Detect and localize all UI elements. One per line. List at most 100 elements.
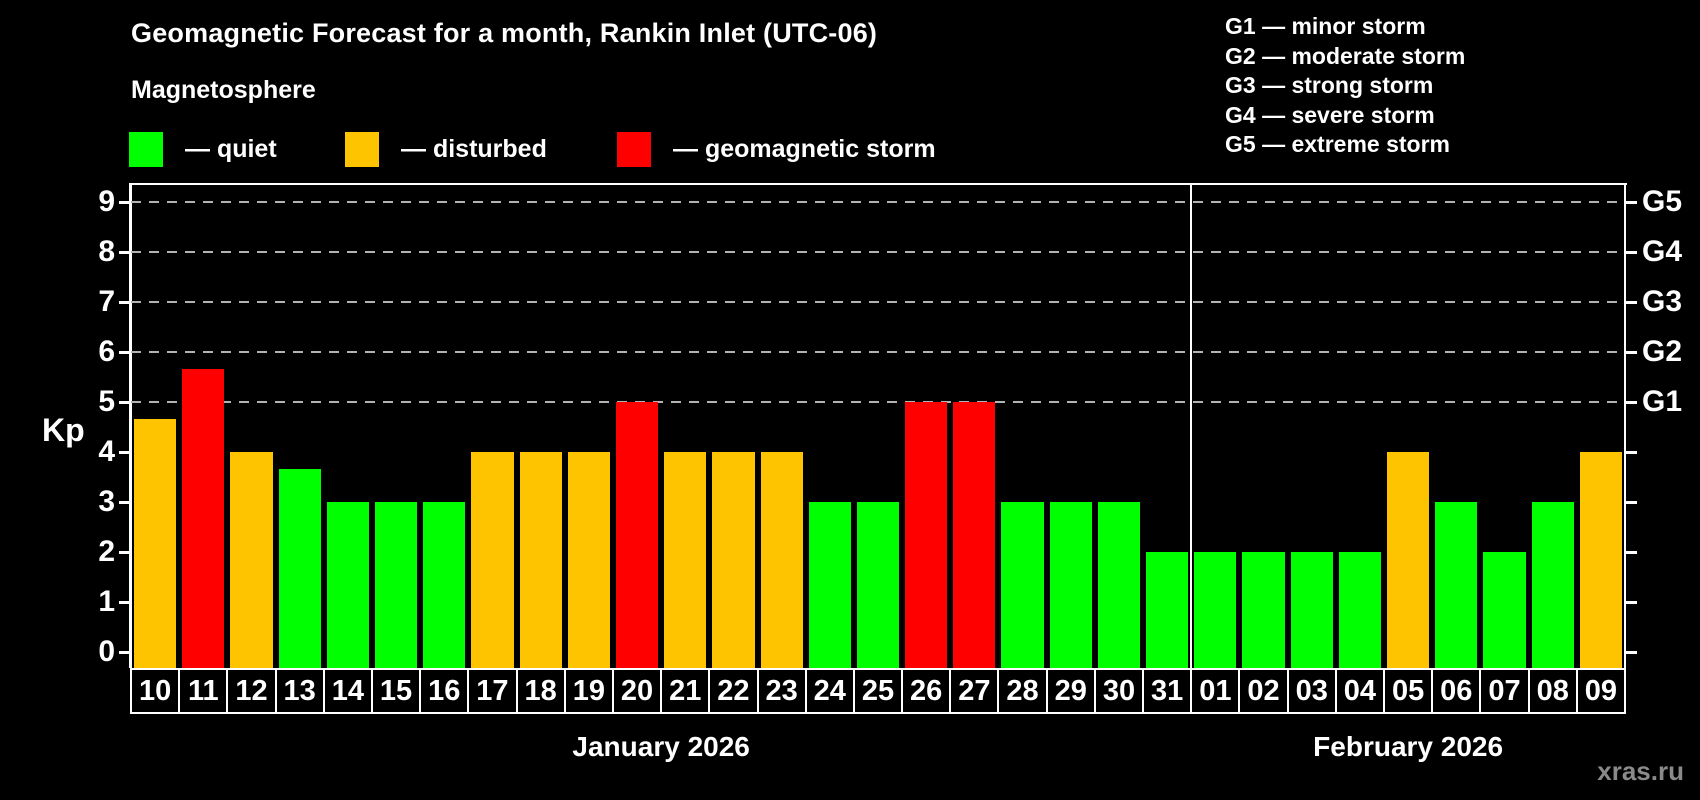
- y-tick-right-3: [1625, 501, 1637, 504]
- y-tick-right-1: [1625, 601, 1637, 604]
- quiet-legend-label: — quiet: [185, 134, 277, 163]
- g-tick-label-G1: G1: [1642, 385, 1683, 418]
- storm-legend-label: — geomagnetic storm: [673, 134, 936, 163]
- day-label-box: 11: [178, 668, 229, 714]
- magnetosphere-subtitle: Magnetosphere: [131, 76, 316, 104]
- y-tick-left-5: [119, 401, 131, 404]
- day-label-box: 15: [370, 668, 422, 714]
- y-tick-label-3: 3: [98, 485, 115, 518]
- bar-day-27: [953, 402, 996, 668]
- gridline-kp9: [131, 201, 1625, 203]
- g-tick-label-G3: G3: [1642, 285, 1683, 318]
- day-label-box: 05: [1383, 668, 1434, 714]
- bar-day-28: [1001, 502, 1044, 668]
- y-tick-left-6: [119, 351, 131, 354]
- y-tick-label-1: 1: [98, 585, 115, 618]
- day-label-box: 09: [1575, 668, 1626, 714]
- legend-item-quiet: — quiet: [129, 131, 277, 167]
- bar-day-13: [278, 468, 321, 668]
- y-tick-left-2: [119, 551, 131, 554]
- day-label-box: 26: [901, 668, 952, 714]
- day-label-box: 23: [756, 668, 807, 714]
- bar-day-06: [1435, 502, 1478, 668]
- bar-day-31: [1146, 552, 1189, 668]
- plot-top-border: [131, 183, 1627, 185]
- y-tick-left-3: [119, 501, 131, 504]
- bar-day-02: [1242, 552, 1285, 668]
- chart-title: Geomagnetic Forecast for a month, Rankin…: [131, 18, 878, 48]
- y-tick-left-9: [119, 201, 131, 204]
- g-legend-entry: G5 — extreme storm: [1225, 131, 1450, 157]
- y-tick-right-7: [1625, 301, 1637, 304]
- g-scale-legend: G1 — minor storm G2 — moderate storm G3 — …: [1225, 12, 1465, 160]
- g-legend-entry: G3 — strong storm: [1225, 72, 1434, 98]
- watermark: xras.ru: [1597, 756, 1684, 786]
- day-label-box: 16: [419, 668, 470, 714]
- y-tick-label-5: 5: [98, 385, 115, 418]
- day-label-box: 20: [611, 668, 663, 714]
- bar-day-14: [326, 502, 369, 668]
- disturbed-color-swatch: [345, 131, 379, 167]
- y-tick-right-5: [1625, 401, 1637, 404]
- month-separator-line: [1190, 183, 1193, 668]
- bar-day-22: [712, 452, 755, 668]
- bar-day-25: [856, 502, 900, 668]
- y-tick-label-0: 0: [98, 635, 115, 668]
- day-label-box: 19: [563, 668, 614, 714]
- day-label-box: 07: [1479, 668, 1530, 714]
- g-tick-label-G4: G4: [1642, 235, 1683, 268]
- g-legend-entry: G4 — severe storm: [1225, 101, 1435, 128]
- y-tick-right-9: [1625, 201, 1637, 204]
- bar-day-20: [615, 402, 659, 668]
- day-label-box: 13: [274, 668, 325, 714]
- g-tick-label-G2: G2: [1642, 335, 1683, 368]
- y-tick-left-8: [119, 251, 131, 254]
- bar-day-26: [905, 402, 948, 668]
- quiet-color-swatch: [129, 131, 163, 167]
- day-label-box: 27: [949, 668, 1000, 714]
- y-tick-right-6: [1625, 351, 1637, 354]
- gridline-kp6: [131, 351, 1625, 353]
- day-label-box: 01: [1190, 668, 1241, 714]
- g-tick-label-G5: G5: [1642, 185, 1683, 218]
- disturbed-legend-label: — disturbed: [401, 134, 547, 163]
- bar-day-30: [1097, 502, 1141, 668]
- y-tick-left-1: [119, 601, 131, 604]
- bar-day-19: [567, 452, 610, 668]
- day-label-box: 24: [804, 668, 855, 714]
- bar-day-23: [760, 452, 803, 668]
- gridline-kp8: [131, 251, 1625, 253]
- y-tick-label-7: 7: [98, 285, 115, 318]
- day-label-box: 12: [226, 668, 277, 714]
- y-tick-left-4: [119, 451, 131, 454]
- day-label-box: 02: [1238, 668, 1289, 714]
- y-tick-label-6: 6: [98, 335, 115, 368]
- day-label-box: 17: [467, 668, 518, 714]
- day-label-box: 31: [1142, 668, 1193, 714]
- storm-color-swatch: [617, 131, 651, 167]
- legend-item-disturbed: — disturbed: [345, 131, 547, 167]
- day-label-box: 18: [515, 668, 566, 714]
- left-axis-line: [129, 183, 132, 668]
- day-label-box: 25: [852, 668, 904, 714]
- month-label: February 2026: [1313, 731, 1504, 762]
- y-tick-left-7: [119, 301, 131, 304]
- y-tick-right-0: [1625, 651, 1637, 654]
- gridline-kp5: [131, 401, 1625, 403]
- bar-day-16: [423, 502, 466, 668]
- bar-day-15: [374, 502, 418, 668]
- y-tick-label-2: 2: [98, 535, 115, 568]
- bar-day-03: [1290, 552, 1333, 668]
- bar-day-07: [1483, 552, 1526, 668]
- legend-item-storm: — geomagnetic storm: [617, 131, 936, 167]
- day-label-box: 06: [1431, 668, 1482, 714]
- bar-day-24: [808, 502, 851, 668]
- y-axis-title: Kp: [42, 412, 85, 448]
- g-legend-entry: G2 — moderate storm: [1225, 42, 1466, 69]
- g-legend-entry: G1 — minor storm: [1225, 13, 1426, 39]
- bar-day-18: [519, 452, 562, 668]
- y-tick-right-2: [1625, 551, 1637, 554]
- bar-day-11: [182, 368, 225, 668]
- bar-day-29: [1049, 502, 1092, 668]
